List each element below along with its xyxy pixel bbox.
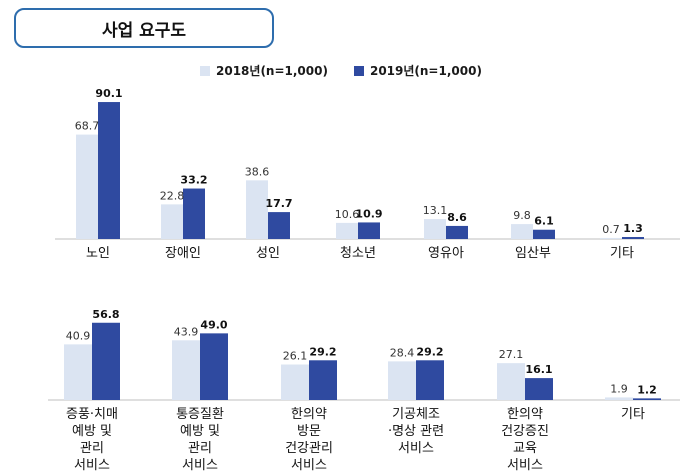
category-label: 임산부 (515, 246, 551, 261)
bar-2019 (416, 360, 444, 400)
category-label: 한의약 (291, 407, 327, 422)
data-label-2019: 10.9 (355, 207, 382, 220)
bar-2018 (336, 222, 358, 239)
category-label: 교육 (513, 441, 537, 456)
bar-2019 (98, 102, 120, 239)
category-label: 증풍·치매 (66, 407, 118, 422)
category-label: 통증질환 (176, 407, 224, 422)
data-label-2019: 6.1 (534, 215, 554, 228)
data-label-2018: 38.6 (245, 165, 270, 178)
legend-swatch-2019 (353, 65, 364, 76)
bar-2019 (622, 237, 644, 239)
bar-2019 (446, 225, 468, 239)
category-label: 서비스 (398, 441, 434, 456)
legend-swatch-2018 (200, 65, 210, 76)
data-label-2018: 68.7 (75, 120, 100, 133)
bar-2018 (497, 363, 525, 400)
category-label: 예방 및 (72, 424, 112, 439)
category-label: 서비스 (182, 458, 218, 473)
category-label: ·명상 관련 (388, 424, 444, 439)
data-label-2018: 1.9 (610, 382, 628, 395)
data-label-2018: 0.7 (602, 223, 620, 236)
category-label: 기타 (621, 407, 645, 422)
category-label: 청소년 (340, 246, 376, 261)
data-label-2018: 27.1 (499, 348, 524, 361)
category-label: 기공체조 (392, 407, 440, 422)
bar-2018 (424, 219, 446, 239)
data-label-2018: 40.9 (66, 329, 91, 342)
data-label-2019: 29.2 (309, 345, 336, 358)
category-label: 예방 및 (180, 424, 220, 439)
bar-2018 (605, 397, 633, 400)
category-label: 관리 (80, 441, 104, 456)
data-label-2018: 13.1 (423, 204, 448, 217)
category-label: 관리 (188, 441, 212, 456)
category-label: 서비스 (507, 458, 543, 473)
category-label: 성인 (256, 246, 280, 261)
bar-2019 (183, 188, 205, 239)
category-label: 노인 (86, 246, 110, 261)
data-label-2019: 8.6 (447, 211, 467, 224)
data-label-2019: 90.1 (95, 87, 122, 100)
bar-2019 (200, 333, 228, 400)
bar-2018 (511, 224, 533, 239)
legend-label-2019: 2019년(n=1,000) (369, 64, 482, 78)
category-label: 기타 (610, 246, 634, 261)
page-title: 사업 요구도 (101, 20, 187, 41)
data-label-2019: 1.3 (623, 222, 643, 235)
bar-2019 (92, 322, 120, 400)
category-label: 장애인 (165, 246, 201, 261)
bar-2018 (172, 340, 200, 400)
data-label-2018: 28.4 (390, 346, 415, 359)
bar-2019 (268, 212, 290, 239)
data-label-2019: 49.0 (200, 318, 227, 331)
legend-item-2018: 2018년(n=1,000) (200, 62, 328, 79)
data-label-2018: 26.1 (283, 350, 308, 363)
data-label-2019: 56.8 (92, 308, 119, 321)
data-label-2019: 1.2 (637, 383, 657, 396)
data-label-2018: 43.9 (174, 325, 199, 338)
bar-2019 (525, 378, 553, 400)
category-label: 건강증진 (501, 424, 549, 439)
data-label-2018: 9.8 (513, 209, 531, 222)
category-label: 건강관리 (285, 441, 333, 456)
bar-2019 (633, 398, 661, 400)
legend-label-2018: 2018년(n=1,000) (216, 64, 328, 78)
data-label-2018: 22.8 (160, 189, 185, 202)
bar-2018 (281, 364, 309, 400)
bar-2018 (246, 180, 268, 239)
chart-legend: 2018년(n=1,000) 2019년(n=1,000) (200, 62, 482, 79)
category-label: 방문 (297, 424, 321, 439)
data-label-2018: 10.6 (335, 208, 360, 221)
data-label-2019: 17.7 (265, 197, 292, 210)
bar-2018 (64, 344, 92, 400)
data-label-2019: 16.1 (525, 363, 552, 376)
bar-2019 (533, 229, 555, 239)
category-label: 영유아 (428, 246, 464, 261)
bar-2018 (388, 361, 416, 400)
data-label-2019: 29.2 (416, 345, 443, 358)
category-label: 서비스 (291, 458, 327, 473)
bar-2018 (76, 134, 98, 239)
bar-2019 (358, 222, 380, 239)
bar-2019 (309, 360, 337, 400)
category-label: 한의약 (507, 407, 543, 422)
bar-2018 (161, 204, 183, 239)
category-label: 서비스 (74, 458, 110, 473)
data-label-2019: 33.2 (180, 174, 207, 187)
bar-2018 (600, 237, 622, 239)
legend-item-2019: 2019년(n=1,000) (353, 62, 482, 79)
page-title-box: 사업 요구도 (14, 8, 274, 48)
